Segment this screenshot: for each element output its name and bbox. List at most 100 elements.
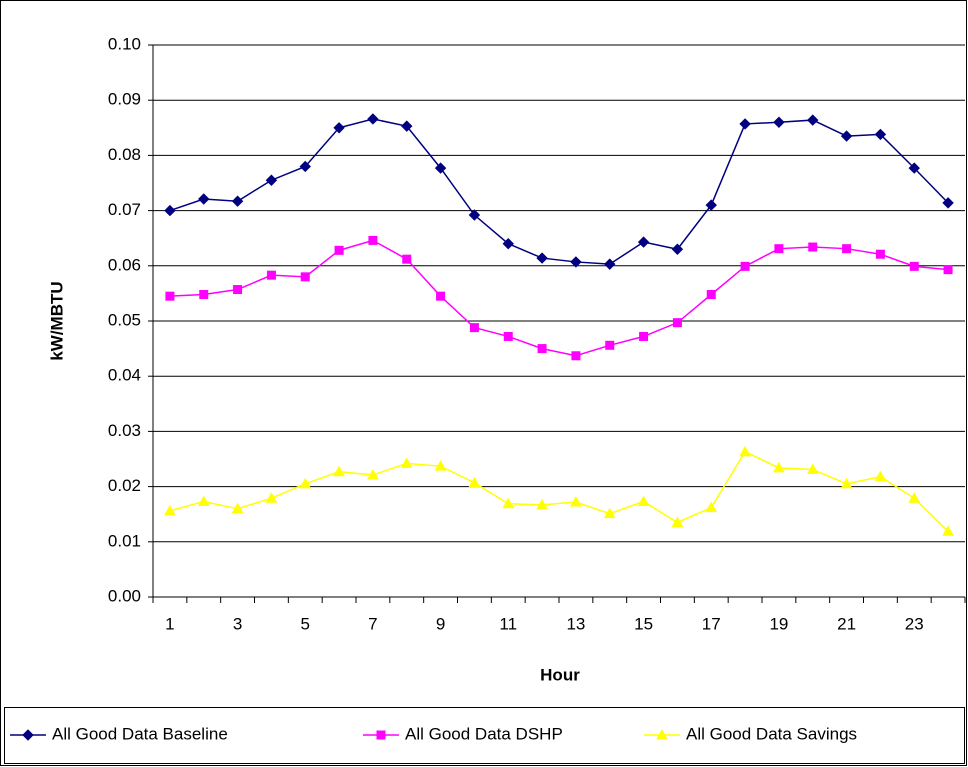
x-tick-label: 7 <box>368 614 377 633</box>
data-point <box>265 492 278 503</box>
data-point <box>300 272 310 282</box>
data-point <box>164 504 176 516</box>
data-point <box>536 252 548 264</box>
x-tick-label: 23 <box>905 614 924 633</box>
data-point <box>367 468 379 480</box>
data-point <box>808 242 818 252</box>
data-point <box>400 457 413 468</box>
legend-label: All Good Data Savings <box>686 724 857 743</box>
x-tick-label: 1 <box>165 614 174 633</box>
data-point <box>604 258 616 270</box>
data-point <box>773 461 785 473</box>
data-point <box>468 476 481 488</box>
data-point <box>705 501 718 513</box>
x-axis-title: Hour <box>540 665 580 684</box>
data-point <box>875 249 885 259</box>
y-tick-label: 0.01 <box>108 531 141 550</box>
data-point <box>265 174 278 186</box>
data-point <box>333 465 345 477</box>
data-point <box>571 351 581 361</box>
data-point <box>233 285 243 295</box>
legend-label: All Good Data DSHP <box>405 724 563 743</box>
data-point <box>469 323 479 333</box>
data-point <box>436 291 446 301</box>
data-point <box>367 113 379 125</box>
y-tick-label: 0.06 <box>108 255 141 274</box>
legend-box <box>4 707 965 764</box>
data-point <box>199 290 209 300</box>
series-line <box>169 239 949 357</box>
y-tick-label: 0.05 <box>108 310 141 329</box>
data-point <box>672 318 682 328</box>
data-point <box>942 197 954 209</box>
data-point <box>874 128 887 141</box>
x-tick-label: 19 <box>769 614 788 633</box>
y-axis-title: kW/MBTU <box>47 281 66 360</box>
data-point <box>198 193 210 205</box>
data-point <box>908 162 920 174</box>
data-point <box>739 118 751 130</box>
y-tick-label: 0.07 <box>108 200 141 219</box>
data-point <box>706 290 716 300</box>
data-point <box>840 130 853 142</box>
data-point <box>570 256 582 268</box>
data-point <box>671 243 684 255</box>
data-point <box>909 261 919 271</box>
x-tick-label: 5 <box>301 614 310 633</box>
y-tick-label: 0.04 <box>108 366 141 385</box>
legend-label: All Good Data Baseline <box>52 724 228 743</box>
data-point <box>807 114 819 126</box>
data-point <box>908 492 921 503</box>
data-point <box>333 122 345 134</box>
data-point <box>637 495 650 507</box>
data-point <box>434 162 447 174</box>
data-point <box>231 502 244 514</box>
data-point <box>874 470 887 482</box>
data-point <box>806 463 819 474</box>
data-point <box>671 516 684 527</box>
data-point <box>165 291 175 301</box>
data-point <box>637 236 650 248</box>
series-line <box>169 118 949 265</box>
data-point <box>368 235 378 245</box>
data-point <box>773 116 785 128</box>
x-tick-label: 15 <box>634 614 653 633</box>
x-tick-label: 13 <box>566 614 585 633</box>
data-point <box>401 120 413 132</box>
x-tick-label: 3 <box>233 614 242 633</box>
y-tick-label: 0.00 <box>108 586 141 605</box>
y-tick-label: 0.09 <box>108 90 141 109</box>
y-tick-label: 0.10 <box>108 34 141 53</box>
x-tick-label: 21 <box>837 614 856 633</box>
legend-marker <box>656 728 668 740</box>
data-point <box>740 261 750 271</box>
x-tick-label: 9 <box>436 614 445 633</box>
x-tick-label: 17 <box>702 614 721 633</box>
legend-marker <box>22 729 34 741</box>
data-point <box>197 495 210 507</box>
data-point <box>774 244 784 254</box>
y-tick-label: 0.02 <box>108 476 141 495</box>
data-point <box>537 344 547 354</box>
data-point <box>840 477 853 489</box>
data-point <box>536 498 548 510</box>
data-point <box>943 265 953 275</box>
data-point <box>639 331 649 341</box>
data-point <box>164 204 176 217</box>
data-point <box>605 340 615 350</box>
data-point <box>603 507 616 519</box>
y-tick-label: 0.03 <box>108 421 141 440</box>
y-tick-label: 0.08 <box>108 145 141 164</box>
data-point <box>942 525 954 536</box>
data-point <box>502 238 514 250</box>
data-point <box>570 496 582 507</box>
data-point <box>705 199 717 211</box>
series-line <box>169 450 949 532</box>
data-point <box>231 195 244 207</box>
data-point <box>299 160 311 173</box>
data-point <box>434 460 447 471</box>
legend-marker <box>376 730 386 740</box>
data-point <box>402 254 412 264</box>
x-tick-label: 11 <box>499 614 517 633</box>
